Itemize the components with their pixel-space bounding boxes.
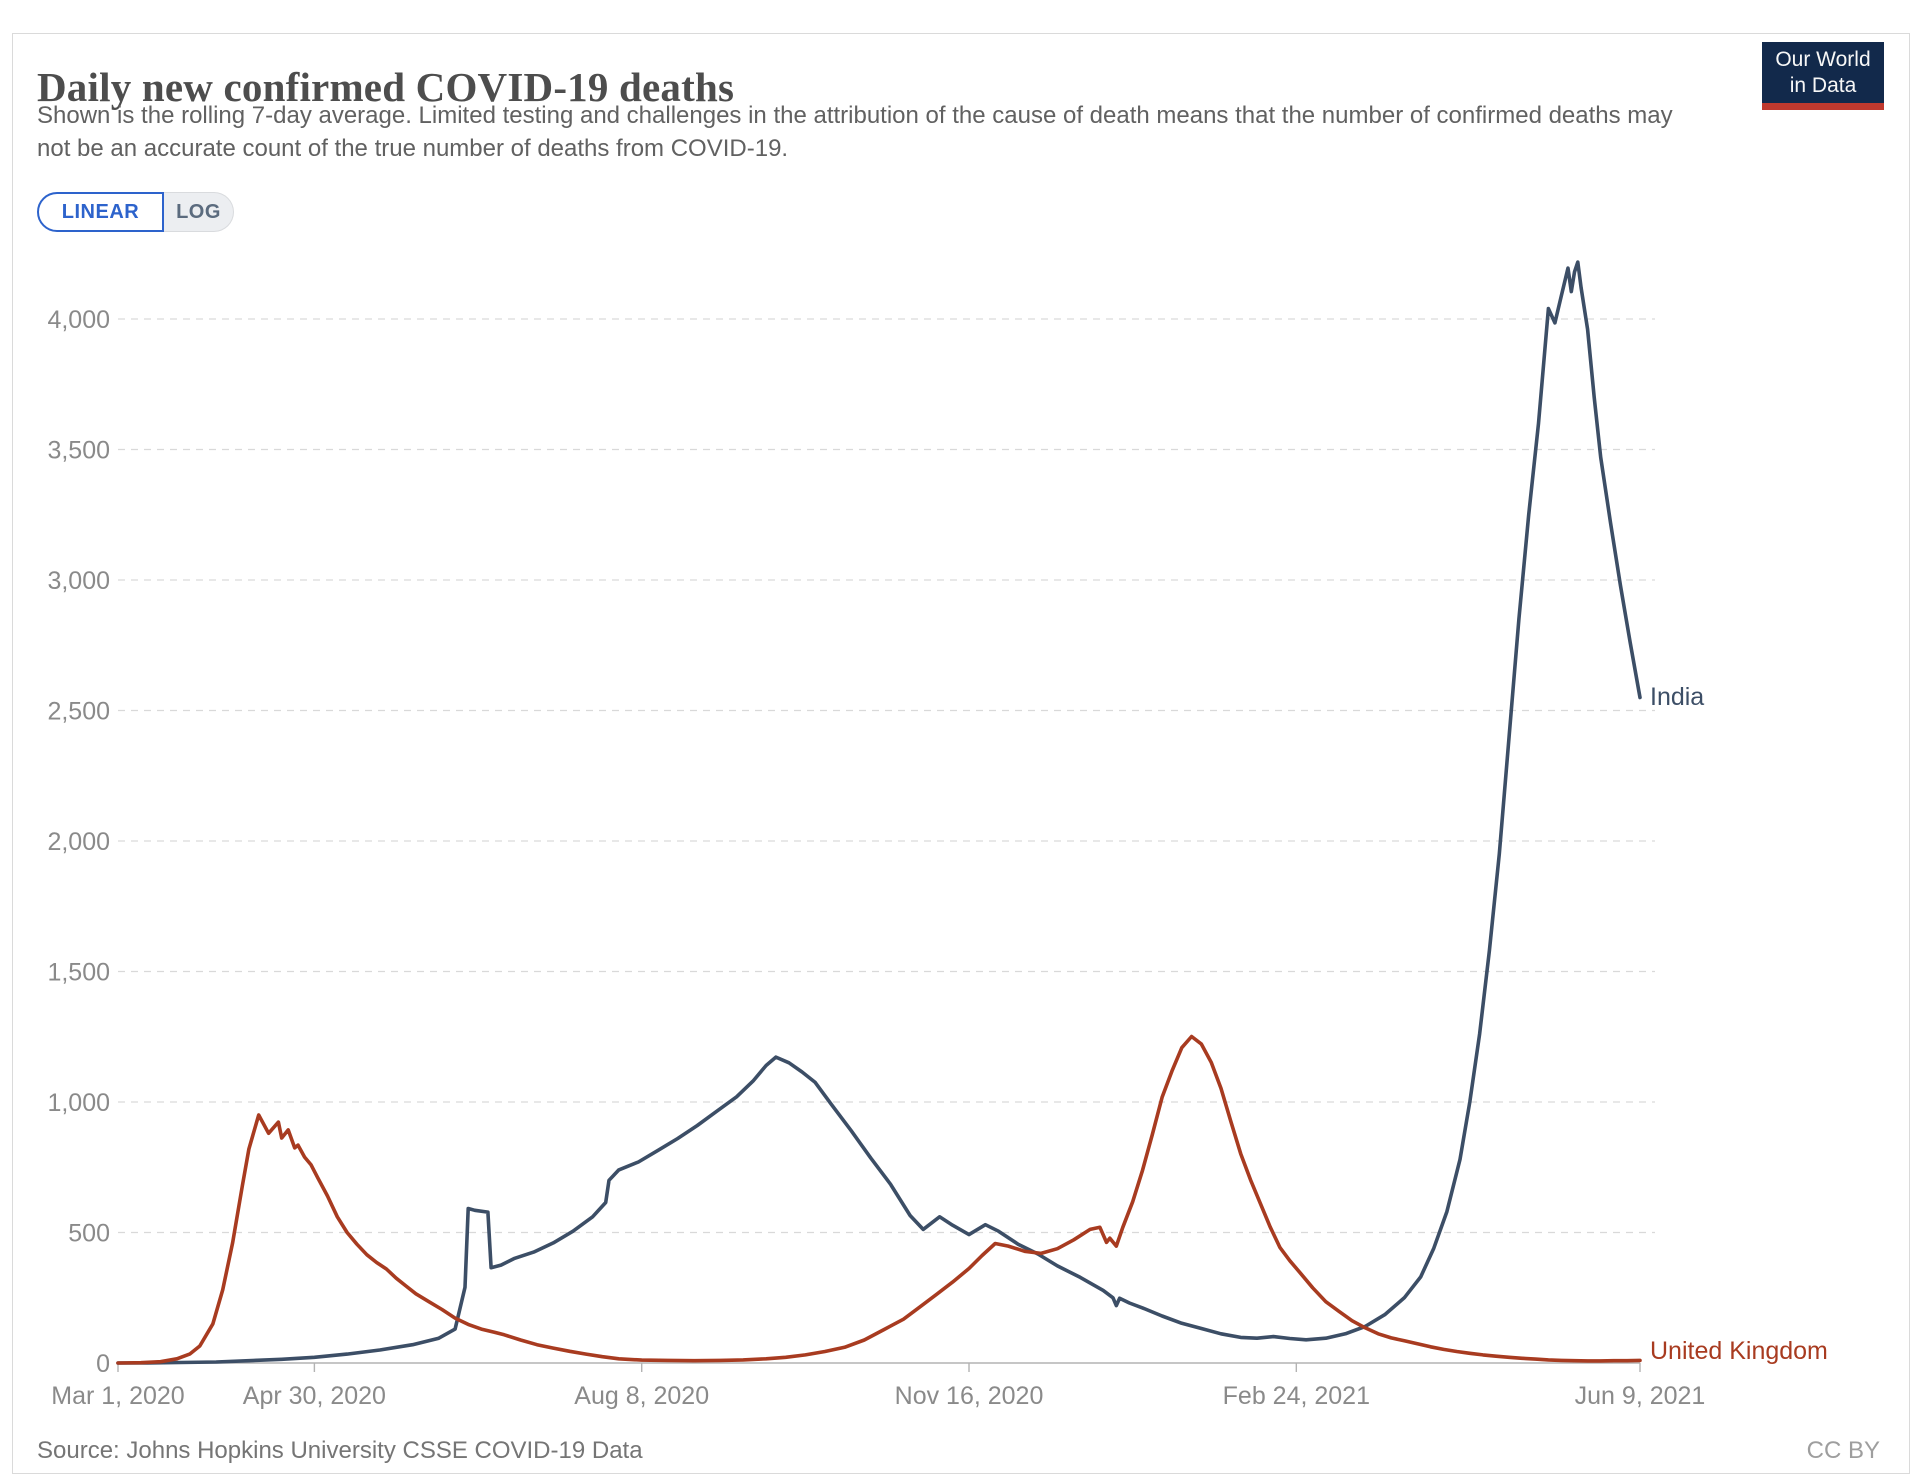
y-tick-label: 500 xyxy=(68,1220,110,1248)
x-tick-label: Mar 1, 2020 xyxy=(51,1382,184,1410)
y-tick-label: 1,500 xyxy=(47,959,110,987)
linear-scale-button[interactable]: LINEAR xyxy=(37,192,164,232)
x-tick-label: Apr 30, 2020 xyxy=(243,1382,386,1410)
chart-subtitle: Shown is the rolling 7-day average. Limi… xyxy=(37,102,1673,162)
owid-logo-text: Our World in Data xyxy=(1762,42,1884,103)
x-tick-label: Feb 24, 2021 xyxy=(1223,1382,1370,1410)
y-tick-label: 1,000 xyxy=(47,1089,110,1117)
y-tick-label: 0 xyxy=(96,1350,110,1378)
license-link[interactable]: CC BY xyxy=(1806,1437,1880,1464)
y-tick-label: 2,000 xyxy=(47,828,110,856)
y-tick-label: 4,000 xyxy=(47,306,110,334)
chart-frame xyxy=(12,33,1910,1474)
x-tick-label: Nov 16, 2020 xyxy=(895,1382,1044,1410)
y-tick-label: 2,500 xyxy=(47,698,110,726)
line-india[interactable] xyxy=(116,260,1642,1365)
log-scale-button[interactable]: LOG xyxy=(164,192,234,232)
series-label-india: India xyxy=(1650,683,1705,712)
x-tick-label: Jun 9, 2021 xyxy=(1575,1382,1706,1410)
y-tick-label: 3,000 xyxy=(47,567,110,595)
y-tick-label: 3,500 xyxy=(47,437,110,465)
owid-logo[interactable]: Our World in Data xyxy=(1762,42,1884,110)
x-tick-label: Aug 8, 2020 xyxy=(574,1382,709,1410)
line-united-kingdom[interactable] xyxy=(116,1034,1642,1365)
chart-title: Daily new confirmed COVID-19 deaths xyxy=(37,64,735,111)
scale-toggle: LINEAR LOG xyxy=(37,192,234,232)
owid-logo-red-bar xyxy=(1762,103,1884,110)
series-label-united-kingdom: United Kingdom xyxy=(1650,1337,1828,1365)
source-attribution: Source: Johns Hopkins University CSSE CO… xyxy=(37,1437,643,1464)
